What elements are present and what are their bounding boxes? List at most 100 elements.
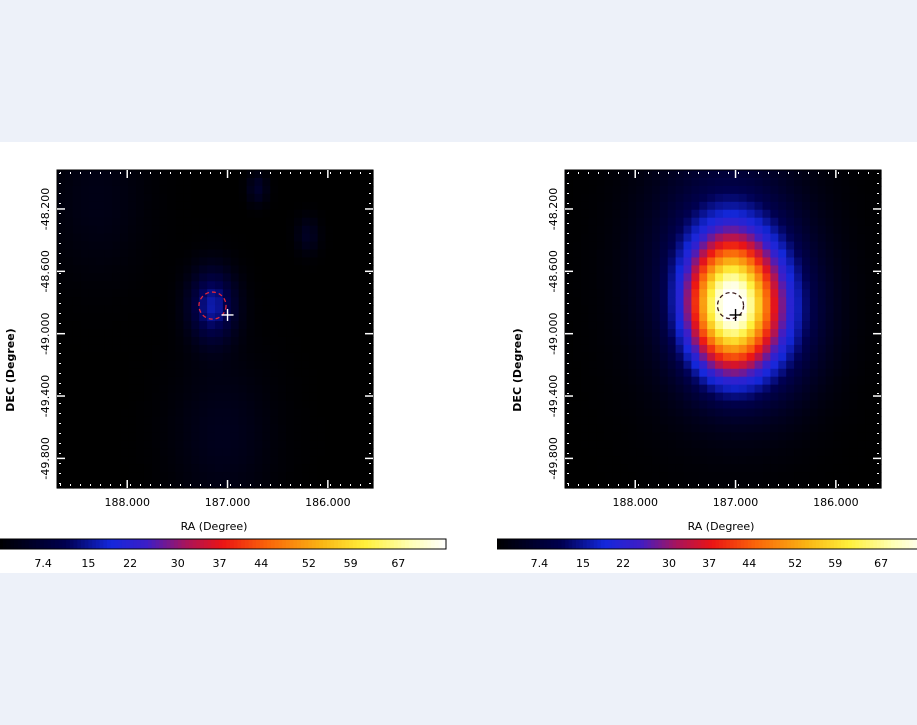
heatmap-cell [96,313,105,322]
colorbar-segment [583,539,588,549]
colorbar-segment [129,539,134,549]
heatmap-cell [612,360,621,370]
heatmap-cell [794,384,803,394]
heatmap-cell [715,448,724,457]
heatmap-cell [667,368,677,378]
heatmap-cell [333,193,342,203]
heatmap-cell [357,480,366,489]
heatmap-cell [64,313,74,322]
heatmap-cell [120,464,129,473]
heatmap-cell [817,217,827,227]
heatmap-cell [636,400,645,410]
heatmap-cell [104,177,113,187]
heatmap-cell [294,297,303,306]
heatmap-cell [72,297,82,306]
heatmap-cell [136,249,145,259]
colorbar-segment [162,539,168,549]
heatmap-cell [365,408,374,418]
heatmap-cell [357,233,366,243]
heatmap-cell [746,329,756,338]
heatmap-cell [596,360,606,370]
heatmap-cell [238,257,248,266]
heatmap-cell [651,440,661,449]
heatmap-cell [849,305,858,314]
colorbar-tick-label: 22 [123,557,137,570]
heatmap-cell [786,193,795,203]
heatmap-cell [604,193,613,203]
heatmap-cell [80,424,90,433]
heatmap-cell [644,376,653,386]
heatmap-cell [644,289,653,298]
heatmap-cell [191,424,200,433]
heatmap-cell [762,360,771,370]
heatmap-cell [580,241,590,251]
heatmap-cell [802,209,811,219]
heatmap-cell [675,344,685,354]
heatmap-cell [294,448,303,457]
heatmap-cell [88,233,98,243]
heatmap-cell [365,209,374,219]
heatmap-cell [833,440,843,449]
heatmap-cell [636,265,645,274]
heatmap-cell [238,297,248,306]
heatmap-cell [175,448,184,457]
heatmap-cell [580,321,590,330]
heatmap-cell [270,472,279,481]
heatmap-cell [325,329,335,338]
heatmap-cell [762,480,771,489]
heatmap-cell [88,464,98,473]
heatmap-cell [644,177,653,187]
heatmap-cell [57,249,66,259]
heatmap-cell [651,241,661,251]
heatmap-cell [786,376,795,386]
heatmap-cell [57,321,66,330]
heatmap-cell [136,281,145,290]
heatmap-cell [817,193,827,203]
heatmap-cell [349,177,358,187]
heatmap-cell [349,400,358,410]
heatmap-cell [317,233,327,243]
heatmap-cell [588,249,598,259]
heatmap-cell [246,225,256,235]
heatmap-cell [604,201,613,211]
heatmap-cell [120,376,129,386]
heatmap-cell [325,352,335,362]
heatmap-cell [636,177,645,187]
heatmap-cell [183,185,192,195]
heatmap-cell [833,209,843,219]
heatmap-cell [699,432,708,441]
left-heatmap-image [57,170,374,489]
heatmap-cell [865,400,874,410]
colorbar-segment [270,539,276,549]
heatmap-cell [786,464,795,473]
heatmap-cell [628,416,637,425]
heatmap-cell [175,329,184,338]
heatmap-cell [159,464,169,473]
colorbar-segment [661,539,667,549]
heatmap-cell [262,432,271,441]
heatmap-cell [596,329,606,338]
heatmap-cell [715,313,724,322]
heatmap-cell [596,472,606,481]
heatmap-cell [651,257,661,266]
heatmap-cell [207,336,216,346]
heatmap-cell [222,321,232,330]
heatmap-cell [222,217,232,227]
heatmap-cell [833,456,843,465]
heatmap-cell [580,249,590,259]
heatmap-cell [64,297,74,306]
heatmap-cell [136,170,145,179]
heatmap-cell [865,193,874,203]
heatmap-cell [72,201,82,211]
heatmap-cell [723,376,732,386]
heatmap-cell [588,289,598,298]
x-tick-label: 187.000 [713,496,759,509]
heatmap-cell [565,281,574,290]
heatmap-cell [199,177,208,187]
heatmap-cell [849,440,858,449]
heatmap-cell [167,440,177,449]
heatmap-cell [136,424,145,433]
heatmap-cell [365,440,374,449]
colorbar-segment [579,539,584,549]
heatmap-cell [72,456,82,465]
